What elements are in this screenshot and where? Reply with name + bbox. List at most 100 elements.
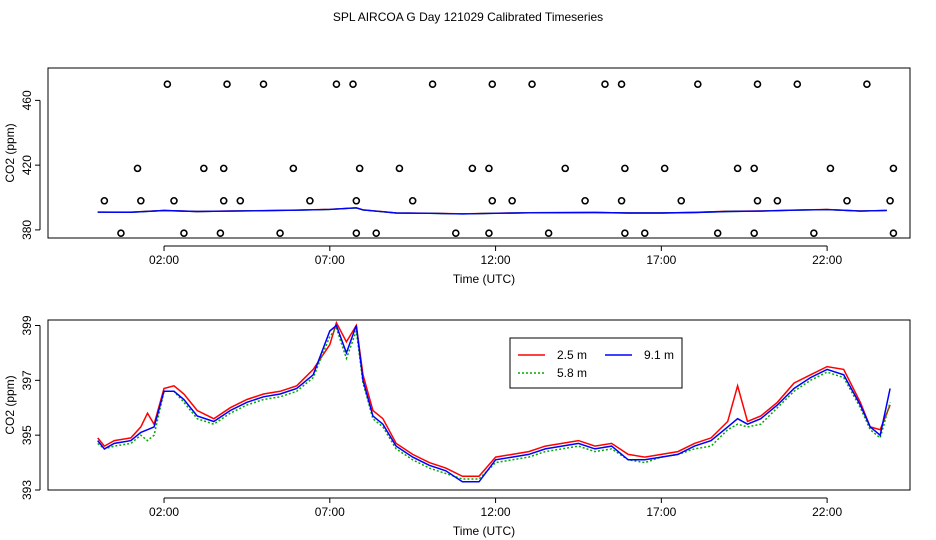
calibration-point (810, 229, 818, 237)
calibration-point (372, 229, 381, 237)
calibration-point (488, 196, 497, 205)
top-series-line-9.1m (97, 207, 887, 215)
top-x-axis: 02:00 07:00 12:00 17:00 22:00 (149, 245, 842, 267)
calibration-point (528, 80, 536, 88)
calibration-point (349, 80, 357, 88)
calibration-point (508, 196, 516, 205)
calibration-point (889, 229, 898, 237)
calibration-point (826, 164, 835, 173)
bottom-y-axis: 393 395 397 399 (20, 315, 41, 500)
calibration-point (223, 80, 231, 88)
legend-label-9.1m: 9.1 m (644, 348, 674, 362)
calibration-point (395, 164, 404, 173)
x-tick-label: 02:00 (149, 253, 179, 267)
y-tick-label: 399 (20, 315, 34, 335)
bottom-y-axis-label: CO2 (ppm) (3, 375, 17, 434)
calibration-point (408, 196, 417, 205)
calibration-point (660, 164, 669, 173)
calibration-point (561, 164, 570, 173)
calibration-point (306, 196, 314, 205)
calibration-point (352, 196, 361, 205)
top-series-lines (97, 207, 887, 215)
calibration-point (843, 196, 851, 205)
top-panel: 02:00 07:00 12:00 17:00 22:00 380 420 460 Time… (3, 67, 911, 286)
calibration-point (488, 80, 497, 88)
calibration-point (468, 164, 477, 173)
top-calibration-points (100, 80, 898, 237)
calibration-point (200, 164, 208, 173)
top-x-axis-label: Time (UTC) (453, 272, 515, 286)
calibration-point (117, 229, 125, 237)
calibration-point (355, 164, 364, 173)
series-line-2.5m (97, 320, 891, 478)
bottom-series-lines (97, 320, 891, 483)
calibration-point (163, 80, 172, 88)
calibration-point (219, 196, 228, 205)
calibration-point (276, 229, 284, 237)
calibration-point (216, 229, 225, 237)
calibration-point (694, 80, 702, 88)
top-plot-frame (47, 67, 911, 239)
calibration-point (621, 164, 629, 173)
bottom-panel: 02:00 07:00 12:00 17:00 22:00 393 395 397 399 T… (3, 315, 911, 538)
y-tick-label: 397 (20, 370, 34, 390)
calibration-point (428, 80, 437, 88)
bottom-plot-frame (47, 319, 911, 491)
x-tick-label: 12:00 (481, 253, 511, 267)
x-tick-label: 12:00 (481, 505, 511, 519)
calibration-point (544, 229, 553, 237)
calibration-point (180, 229, 188, 237)
legend-box (509, 337, 683, 389)
y-tick-label: 393 (20, 480, 34, 500)
calibration-point (750, 164, 758, 173)
calibration-point (219, 164, 228, 173)
calibration-point (640, 229, 649, 237)
calibration-point (289, 164, 298, 173)
x-tick-label: 07:00 (315, 505, 345, 519)
legend-label-5.8m: 5.8 m (557, 366, 587, 380)
calibration-point (617, 80, 626, 88)
calibration-point (733, 164, 742, 173)
calibration-point (677, 196, 686, 205)
x-tick-label: 17:00 (646, 505, 676, 519)
calibration-point (581, 196, 589, 205)
x-tick-label: 07:00 (315, 253, 345, 267)
calibration-point (713, 229, 722, 237)
calibration-point (451, 229, 460, 237)
x-tick-label: 02:00 (149, 505, 179, 519)
calibration-point (601, 80, 609, 88)
y-tick-label: 420 (20, 155, 34, 175)
calibration-point (750, 229, 758, 237)
top-y-axis-label: CO2 (ppm) (3, 123, 17, 182)
calibration-point (100, 196, 109, 205)
top-y-axis: 380 420 460 (20, 90, 41, 240)
calibration-point (753, 196, 762, 205)
calibration-point (863, 80, 871, 88)
calibration-point (259, 80, 268, 88)
x-tick-label: 17:00 (646, 253, 676, 267)
series-line-5.8m (97, 326, 891, 480)
x-tick-label: 22:00 (812, 253, 842, 267)
y-tick-label: 380 (20, 220, 34, 240)
x-tick-label: 22:00 (812, 505, 842, 519)
calibration-point (889, 164, 898, 173)
y-tick-label: 460 (20, 90, 34, 110)
calibration-point (137, 196, 145, 205)
bottom-x-axis-label: Time (UTC) (453, 524, 515, 538)
calibration-point (485, 164, 493, 173)
calibration-point (753, 80, 762, 88)
calibration-point (133, 164, 142, 173)
legend-label-2.5m: 2.5 m (557, 348, 587, 362)
calibration-point (773, 196, 782, 205)
calibration-point (170, 196, 178, 205)
calibration-point (617, 196, 626, 205)
y-tick-label: 395 (20, 425, 34, 445)
legend: 2.5 m 9.1 m 5.8 m (509, 337, 683, 389)
calibration-point (236, 196, 245, 205)
chart-title: SPL AIRCOA G Day 121029 Calibrated Times… (333, 10, 603, 24)
series-line-9.1m (97, 324, 891, 483)
calibration-point (621, 229, 629, 237)
calibration-point (886, 196, 894, 205)
calibration-point (352, 229, 361, 237)
